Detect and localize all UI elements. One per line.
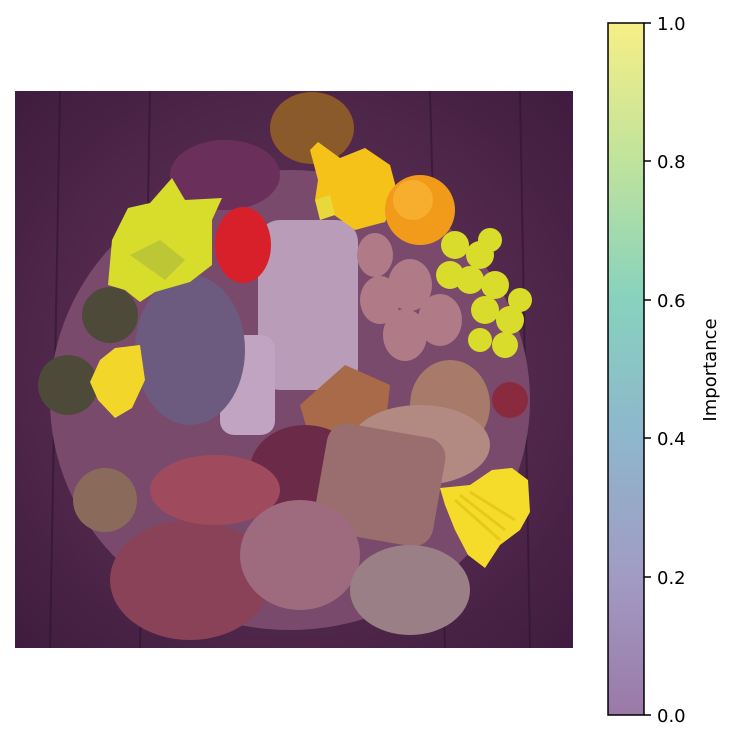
highlight-spaghetti xyxy=(440,468,530,568)
cabbage xyxy=(170,140,280,210)
grains xyxy=(350,545,470,635)
colorbar-ticks xyxy=(644,22,651,716)
milk-jug xyxy=(258,220,358,390)
steak xyxy=(110,520,270,640)
colorbar-label: Importance xyxy=(700,318,721,421)
chicken xyxy=(240,500,360,610)
pumpkin xyxy=(270,92,354,164)
colorbar-tick-1: 0.2 xyxy=(657,568,686,589)
heatmap-image xyxy=(15,91,573,648)
bread xyxy=(314,423,446,547)
mushroom xyxy=(73,468,137,532)
colorbar-tick-0: 0.0 xyxy=(657,706,686,727)
food-pile xyxy=(38,92,530,640)
broccoli xyxy=(38,355,98,415)
highlight-regions xyxy=(90,142,532,568)
colorbar-tick-4: 0.8 xyxy=(657,152,686,173)
sausages xyxy=(150,455,280,525)
highlight-lemon-left xyxy=(90,345,145,418)
colorbar-tick-3: 0.6 xyxy=(657,291,686,312)
colorbar-gradient xyxy=(607,22,645,716)
colorbar-tick-2: 0.4 xyxy=(657,429,686,450)
highlight-lettuce xyxy=(108,178,222,302)
colorbar: 0.0 0.2 0.4 0.6 0.8 1.0 Importance xyxy=(607,14,721,727)
strawberries xyxy=(492,382,528,418)
eggs xyxy=(357,233,462,361)
tomato xyxy=(215,207,271,283)
highlight-grapes xyxy=(436,228,532,358)
colorbar-tick-5: 1.0 xyxy=(657,14,686,35)
fish xyxy=(135,275,245,425)
